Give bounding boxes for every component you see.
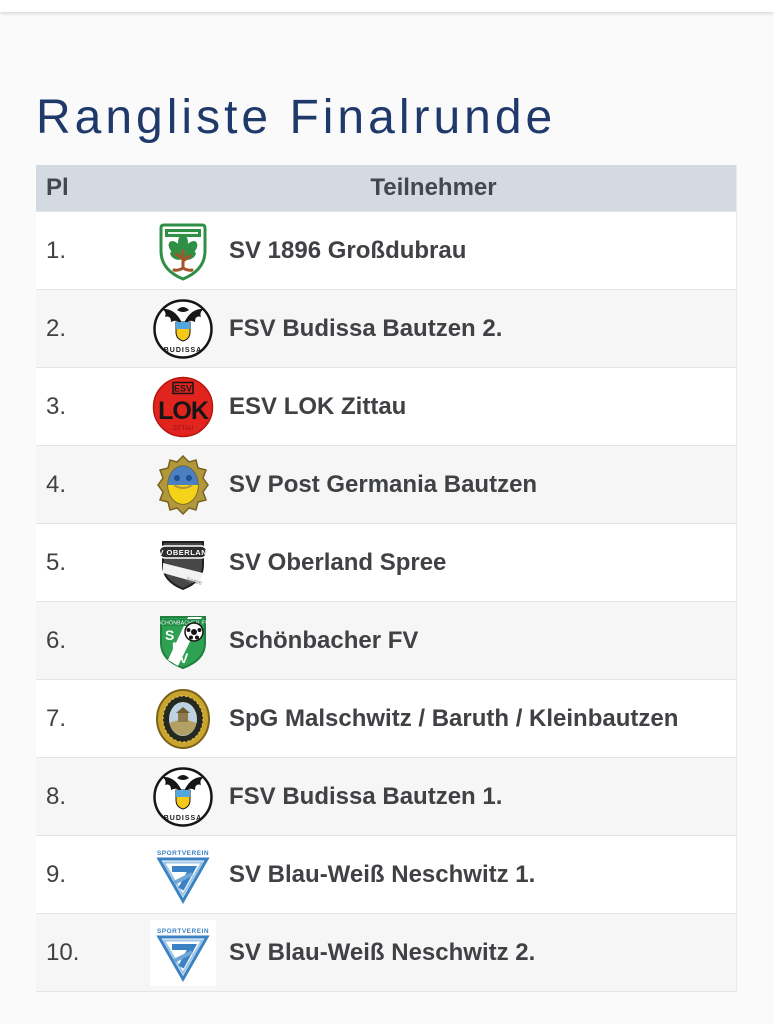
svg-text:BUDISSA: BUDISSA	[164, 347, 203, 354]
place-cell: 5.	[46, 548, 67, 576]
svg-text:V: V	[179, 650, 189, 666]
table-row: 6. SCHÖNBACHER FV S	[36, 601, 736, 679]
table-row: 5. SV OBERLAND Spree SV Oberland Spree	[36, 523, 736, 601]
svg-text:S: S	[165, 627, 174, 643]
team-name: Schönbacher FV	[229, 626, 419, 654]
place-cell: 9.	[46, 860, 67, 888]
place-cell: 8.	[46, 782, 67, 810]
team-name: SV Blau-Weiß Neschwitz 1.	[229, 860, 536, 888]
table-header-row: Pl Teilnehmer	[36, 165, 736, 211]
svg-text:Spree: Spree	[186, 577, 204, 587]
header-participant: Teilnehmer	[370, 174, 497, 201]
page-title: Rangliste Finalrunde	[36, 91, 557, 144]
fsv-budissa-bautzen-crest-icon: BUDISSA	[150, 296, 216, 362]
svg-text:SPORTVEREIN: SPORTVEREIN	[157, 850, 209, 857]
table-row: 7. SpG Malschwitz / Baruth / Kleinbautze…	[36, 679, 736, 757]
team-name: SpG Malschwitz / Baruth / Kleinbautzen	[229, 704, 679, 732]
top-app-bar	[0, 0, 774, 12]
table-row: 4. SV Post Germania Bautzen	[36, 445, 736, 523]
table-row: 3. ESV LOK ZITTAU ESV LOK Zittau	[36, 367, 736, 445]
place-cell: 4.	[46, 470, 67, 498]
team-name: SV Blau-Weiß Neschwitz 2.	[229, 938, 536, 966]
team-name: ESV LOK Zittau	[229, 392, 407, 420]
svg-text:SCHÖNBACHER FV: SCHÖNBACHER FV	[158, 619, 209, 626]
place-cell: 10.	[46, 938, 80, 966]
table-row: 8. BUDISSA FSV Budissa Bautzen 1.	[36, 757, 736, 835]
svg-text:ESV: ESV	[174, 383, 192, 393]
team-name: FSV Budissa Bautzen 2.	[229, 314, 503, 342]
sv-1896-grossdubrau-crest-icon	[150, 218, 216, 284]
place-cell: 1.	[46, 236, 67, 264]
team-name: FSV Budissa Bautzen 1.	[229, 782, 503, 810]
fsv-budissa-bautzen-crest-icon: BUDISSA	[150, 764, 216, 830]
svg-text:F: F	[172, 639, 181, 655]
team-name: SV 1896 Großdubrau	[229, 236, 467, 264]
sv-blau-weiss-neschwitz-crest-icon: SPORTVEREIN	[150, 919, 216, 986]
place-cell: 2.	[46, 314, 67, 342]
table-row: 10. SPORTVEREIN SV Blau-Weiß Neschwitz 2…	[36, 913, 736, 991]
place-cell: 3.	[46, 392, 67, 420]
sv-oberland-spree-crest-icon: SV OBERLAND Spree	[150, 530, 216, 596]
svg-text:SV OBERLAND: SV OBERLAND	[153, 548, 213, 557]
spg-malschwitz-baruth-kleinbautzen-crest-icon	[150, 686, 216, 752]
place-cell: 7.	[46, 704, 67, 732]
schoenbacher-fv-crest-icon: SCHÖNBACHER FV S F V	[150, 608, 216, 674]
sv-post-germania-bautzen-crest-icon	[150, 452, 216, 518]
svg-text:LOK: LOK	[158, 397, 209, 425]
team-name: SV Post Germania Bautzen	[229, 470, 538, 498]
ranking-table: Pl Teilnehmer 1.	[36, 165, 737, 992]
table-row: 9. SPORTVEREIN SV Blau-Weiß Neschwitz 1.	[36, 835, 736, 913]
svg-text:BUDISSA: BUDISSA	[164, 815, 203, 822]
team-name: SV Oberland Spree	[229, 548, 447, 576]
svg-text:SPORTVEREIN: SPORTVEREIN	[157, 928, 209, 935]
sv-blau-weiss-neschwitz-crest-icon: SPORTVEREIN	[150, 841, 216, 908]
header-place: Pl	[46, 174, 69, 201]
esv-lok-zittau-crest-icon: ESV LOK ZITTAU	[150, 374, 216, 440]
table-row: 1.	[36, 211, 736, 289]
screen: Rangliste Finalrunde Pl Teilnehmer 1.	[0, 0, 774, 992]
svg-text:ZITTAU: ZITTAU	[173, 426, 194, 432]
place-cell: 6.	[46, 626, 67, 654]
table-row: 2. BUDISSA FSV Budissa Bautzen 2.	[36, 289, 736, 367]
